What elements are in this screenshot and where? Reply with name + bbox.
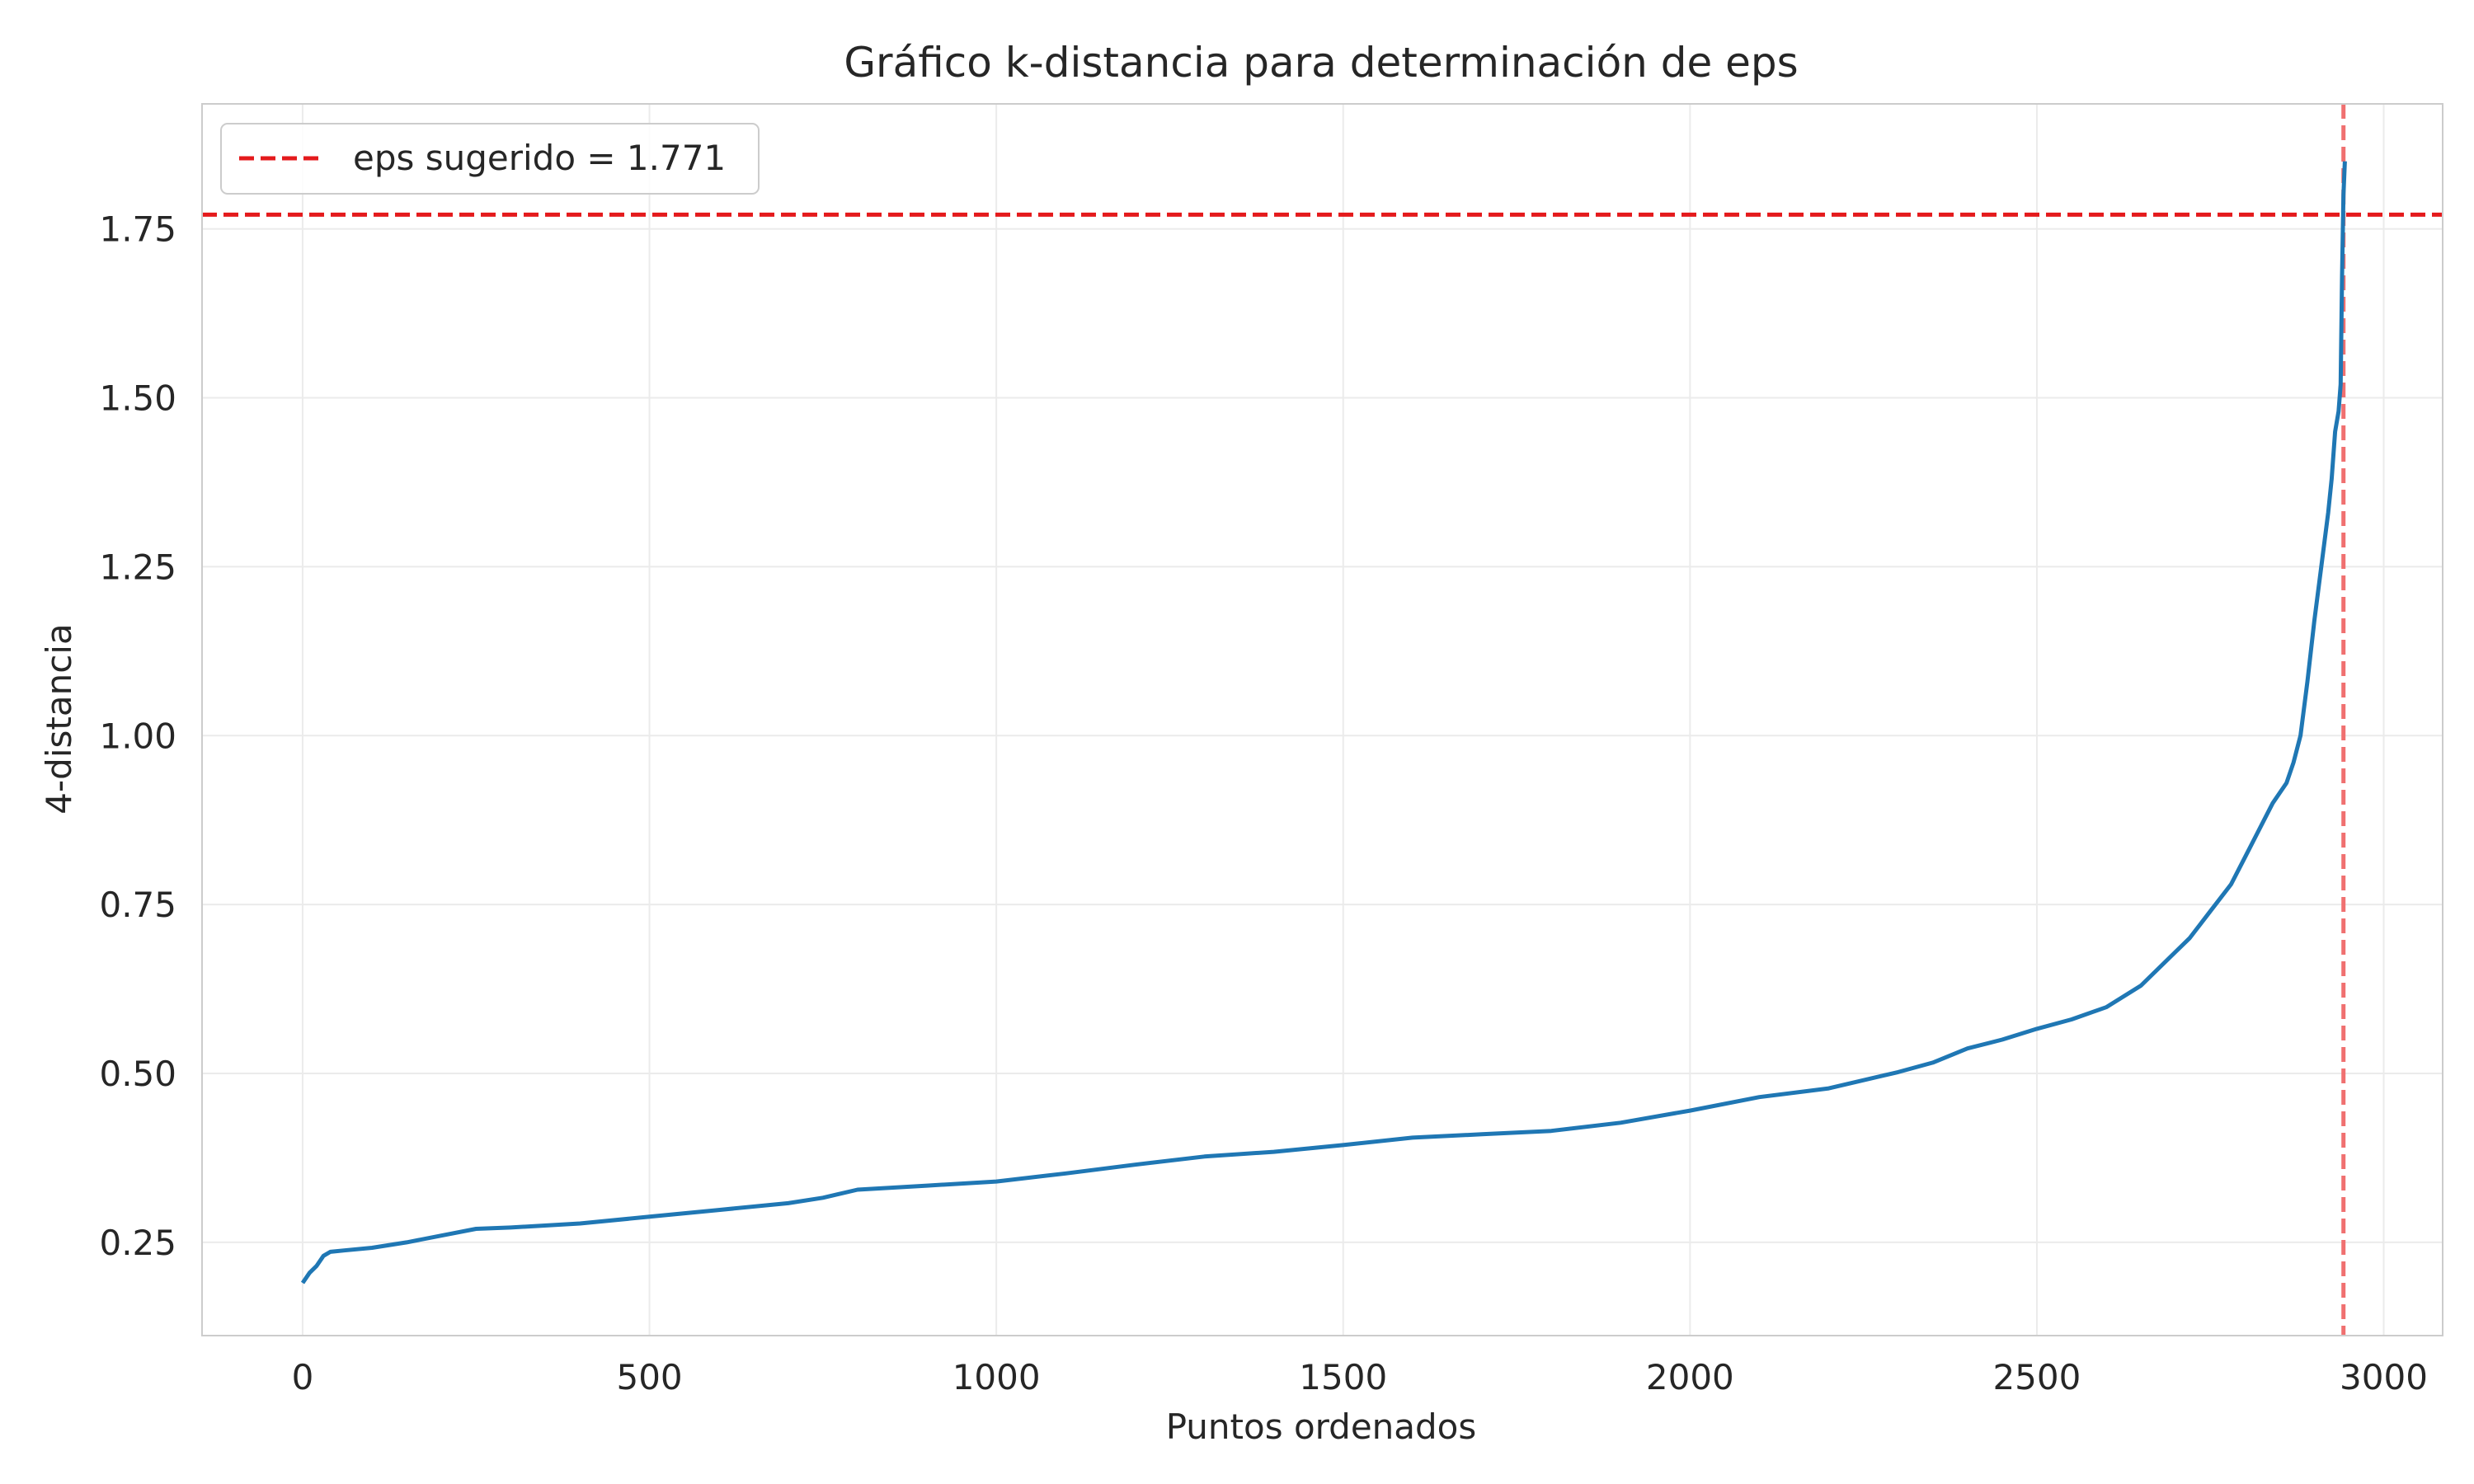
x-tick-label: 1000 — [952, 1357, 1041, 1397]
y-tick-label: 1.75 — [99, 209, 176, 250]
y-tick-label: 1.50 — [99, 378, 176, 418]
y-tick-label: 1.00 — [99, 716, 176, 756]
x-tick-label: 500 — [616, 1357, 682, 1397]
plot-background — [202, 104, 2443, 1336]
x-tick-label: 3000 — [2340, 1357, 2428, 1397]
x-axis-label: Puntos ordenados — [1166, 1407, 1477, 1447]
x-tick-label: 2000 — [1646, 1357, 1734, 1397]
grid — [202, 104, 2443, 1336]
y-axis-label: 4-distancia — [39, 623, 79, 814]
x-tick-label: 1500 — [1299, 1357, 1387, 1397]
plot-frame — [201, 103, 2443, 1336]
y-tick-label: 0.25 — [99, 1223, 176, 1263]
chart-title: Gráfico k-distancia para determinación d… — [844, 39, 1798, 87]
y-axis-ticks: 0.25 0.50 0.75 1.00 1.25 1.50 1.75 — [99, 209, 176, 1263]
y-tick-label: 1.25 — [99, 547, 176, 587]
x-tick-label: 0 — [292, 1357, 314, 1397]
y-tick-label: 0.50 — [99, 1054, 176, 1094]
y-tick-label: 0.75 — [99, 885, 176, 925]
x-tick-label: 2500 — [1992, 1357, 2081, 1397]
plot-area — [201, 103, 2443, 1336]
legend: eps sugerido = 1.771 — [220, 123, 760, 195]
series-line-k-distance — [300, 161, 2347, 1284]
legend-box — [220, 123, 760, 195]
x-axis-ticks: 0 500 1000 1500 2000 2500 3000 — [292, 1357, 2428, 1397]
legend-label-eps: eps sugerido = 1.771 — [353, 138, 726, 178]
